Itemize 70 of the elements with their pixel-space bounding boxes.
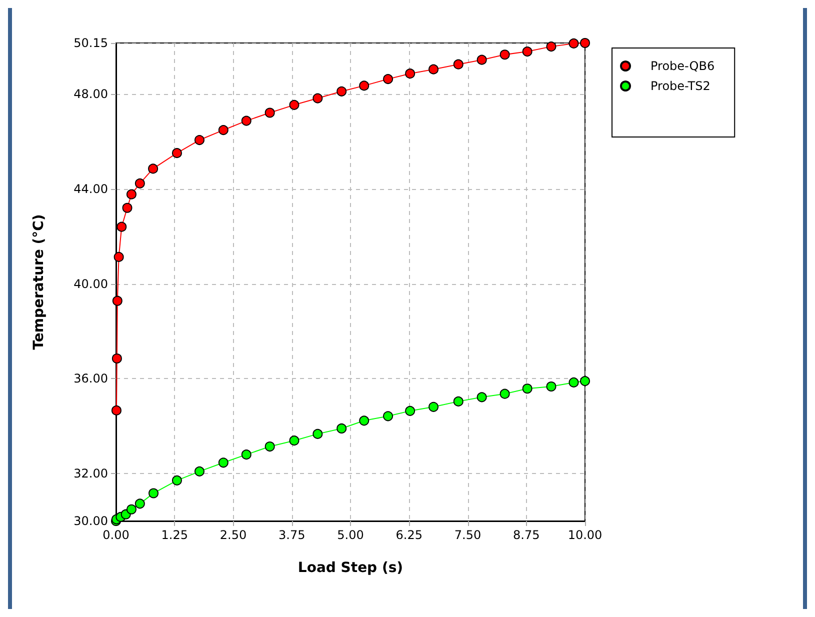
point — [580, 38, 590, 48]
point — [383, 411, 394, 422]
point — [172, 475, 182, 486]
point — [148, 488, 159, 498]
x-tick-label: 8.75 — [513, 528, 540, 542]
point — [312, 428, 323, 439]
y-axis-title: Temperature (°C) — [31, 214, 47, 350]
point — [112, 296, 122, 306]
point — [218, 458, 228, 468]
point — [428, 64, 439, 74]
point — [241, 116, 252, 126]
point — [453, 59, 464, 70]
point — [359, 416, 370, 426]
point — [264, 108, 275, 118]
point — [241, 450, 252, 460]
point — [476, 392, 487, 402]
point — [126, 504, 136, 514]
point — [194, 466, 204, 476]
point — [112, 354, 122, 364]
point — [522, 384, 532, 394]
point — [312, 93, 323, 104]
y-tick-label: 48.00 — [74, 87, 108, 102]
point — [546, 382, 556, 392]
point — [194, 135, 204, 146]
point — [405, 68, 416, 79]
point — [116, 222, 127, 232]
point — [568, 377, 579, 388]
point — [383, 74, 394, 84]
point — [580, 376, 590, 386]
x-tick-label: 2.50 — [220, 528, 247, 542]
point — [359, 80, 370, 91]
point — [405, 406, 416, 416]
point — [522, 46, 532, 57]
point — [476, 54, 487, 65]
x-tick-label: 3.75 — [278, 528, 306, 542]
x-tick-label: 10.00 — [568, 528, 602, 542]
point — [289, 100, 300, 110]
point — [122, 202, 132, 213]
point — [289, 436, 300, 446]
point — [336, 86, 347, 96]
point — [148, 164, 158, 174]
point — [500, 388, 510, 399]
y-tick-label: 36.00 — [74, 372, 108, 386]
point — [134, 498, 145, 509]
x-tick-label: 7.50 — [454, 528, 482, 542]
y-tick-label: 30.00 — [74, 514, 108, 528]
point — [500, 50, 510, 60]
point — [134, 178, 145, 188]
point — [111, 405, 122, 416]
point — [126, 189, 136, 200]
x-tick-label: 6.25 — [396, 528, 422, 542]
y-tick-label: 50.15 — [74, 36, 108, 50]
point — [546, 42, 556, 52]
point — [114, 252, 124, 262]
point — [264, 442, 275, 452]
y-tick-label: 32.00 — [74, 466, 108, 481]
y-tick-label: 44.00 — [74, 182, 108, 196]
point — [453, 396, 464, 406]
legend-label: Probe-TS2 — [650, 79, 710, 93]
x-tick-label: 0.00 — [102, 528, 130, 542]
point — [172, 148, 182, 158]
legend-label: Probe-QB6 — [650, 59, 715, 73]
x-tick-label: 1.25 — [161, 528, 188, 542]
x-tick-label: 5.00 — [337, 528, 364, 542]
point — [336, 423, 347, 434]
y-tick-label: 40.00 — [74, 276, 108, 291]
point — [428, 402, 439, 412]
point — [218, 125, 228, 136]
point — [568, 38, 579, 48]
x-axis-title: Load Step (s) — [298, 560, 404, 576]
